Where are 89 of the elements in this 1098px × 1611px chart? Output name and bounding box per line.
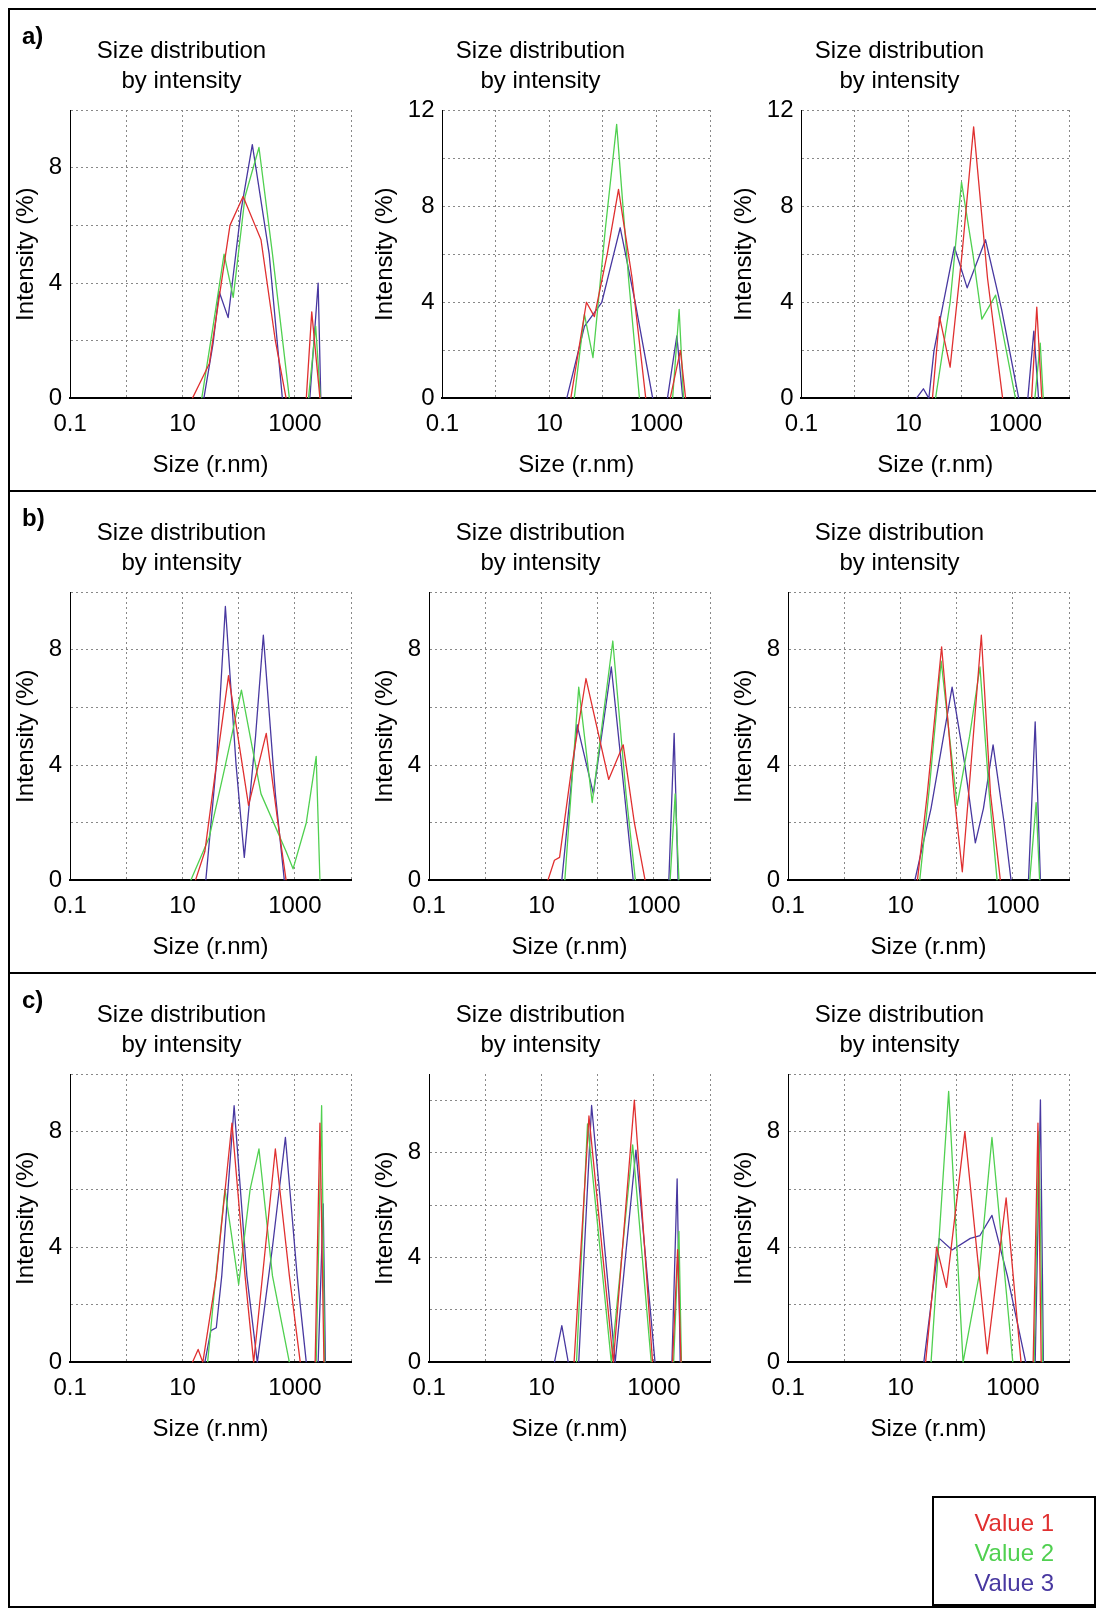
chart-title: Size distribution by intensity [814, 999, 985, 1057]
y-axis-title: Intensity (%) [729, 1151, 757, 1285]
x-axis-title: Size (r.nm) [152, 932, 269, 960]
x-tick-label: 0.1 [425, 409, 460, 437]
x-tick-label: 10 [536, 409, 563, 437]
x-axis-title: Size (r.nm) [518, 450, 635, 478]
y-tick-label: 0 [780, 383, 794, 411]
y-tick-label: 8 [766, 634, 781, 662]
y-axis-title: Intensity (%) [729, 669, 757, 803]
chart-title: Size distribution by intensity [455, 35, 626, 93]
y-axis-title: Intensity (%) [370, 187, 398, 321]
text: Value 2 [974, 1538, 1054, 1568]
x-axis-title: Size (r.nm) [870, 1414, 987, 1442]
x-axis-title: Size (r.nm) [511, 1414, 628, 1442]
y-axis-title: Intensity (%) [11, 1151, 39, 1285]
y-tick-label: 4 [766, 749, 781, 777]
y-tick-label: 8 [407, 1137, 422, 1165]
y-tick-label: 4 [766, 1231, 781, 1259]
y-tick-label: 0 [766, 1347, 781, 1375]
y-axis-title: Intensity (%) [729, 187, 757, 321]
chart-title: Size distribution by intensity [96, 35, 267, 93]
x-tick-label: 10 [169, 409, 196, 437]
x-axis-title: Size (r.nm) [152, 1414, 269, 1442]
x-tick-label: 1000 [986, 891, 1040, 919]
x-tick-label: 1000 [988, 409, 1043, 437]
x-tick-label: 10 [169, 891, 196, 919]
x-tick-label: 10 [528, 891, 555, 919]
chart-title: Size distribution by intensity [96, 999, 267, 1057]
y-tick-label: 0 [766, 865, 781, 893]
x-tick-label: 0.1 [53, 891, 87, 919]
x-tick-label: 0.1 [412, 891, 446, 919]
x-tick-label: 0.1 [771, 891, 805, 919]
x-tick-label: 1000 [986, 1373, 1040, 1401]
x-tick-label: 10 [895, 409, 922, 437]
y-tick-label: 0 [48, 383, 63, 411]
y-tick-label: 12 [766, 94, 794, 122]
y-tick-label: 4 [780, 286, 794, 314]
y-axis-title: Intensity (%) [370, 669, 398, 803]
y-tick-label: 12 [407, 94, 435, 122]
x-tick-label: 1000 [268, 1373, 322, 1401]
y-tick-label: 0 [421, 383, 435, 411]
text: b) [22, 504, 45, 532]
y-tick-label: 0 [407, 1347, 422, 1375]
y-tick-label: 4 [421, 286, 435, 314]
x-tick-label: 0.1 [53, 409, 87, 437]
x-tick-label: 10 [528, 1373, 555, 1401]
x-tick-label: 0.1 [53, 1373, 87, 1401]
chart-title: Size distribution by intensity [814, 517, 985, 575]
x-tick-label: 0.1 [771, 1373, 805, 1401]
y-tick-label: 8 [48, 152, 63, 180]
text: a) [22, 22, 44, 50]
text: c) [22, 986, 44, 1014]
x-tick-label: 1000 [627, 1373, 681, 1401]
x-tick-label: 1000 [627, 891, 681, 919]
chart-title: Size distribution by intensity [96, 517, 267, 575]
x-tick-label: 10 [169, 1373, 196, 1401]
y-tick-label: 4 [48, 749, 63, 777]
y-tick-label: 0 [48, 865, 63, 893]
x-tick-label: 10 [887, 1373, 914, 1401]
x-axis-title: Size (r.nm) [877, 450, 994, 478]
x-tick-label: 10 [887, 891, 914, 919]
y-tick-label: 8 [780, 190, 794, 218]
y-tick-label: 4 [48, 1231, 63, 1259]
y-axis-title: Intensity (%) [11, 669, 39, 803]
x-axis-title: Size (r.nm) [152, 450, 269, 478]
x-tick-label: 1000 [268, 891, 322, 919]
y-tick-label: 8 [407, 634, 422, 662]
x-tick-label: 1000 [268, 409, 322, 437]
y-axis-title: Intensity (%) [11, 187, 39, 321]
y-tick-label: 8 [421, 190, 435, 218]
y-axis-title: Intensity (%) [370, 1151, 398, 1285]
chart-title: Size distribution by intensity [814, 35, 985, 93]
y-tick-label: 4 [407, 749, 422, 777]
chart-title: Size distribution by intensity [455, 517, 626, 575]
x-tick-label: 0.1 [784, 409, 819, 437]
text: Value 1 [974, 1508, 1054, 1538]
x-axis-title: Size (r.nm) [870, 932, 987, 960]
text: Value 3 [974, 1568, 1054, 1598]
y-tick-label: 0 [48, 1347, 63, 1375]
y-tick-label: 0 [407, 865, 422, 893]
x-tick-label: 0.1 [412, 1373, 446, 1401]
y-tick-label: 8 [48, 634, 63, 662]
y-tick-label: 4 [407, 1242, 422, 1270]
x-axis-title: Size (r.nm) [511, 932, 628, 960]
y-tick-label: 4 [48, 267, 63, 295]
x-tick-label: 1000 [629, 409, 684, 437]
y-tick-label: 8 [48, 1116, 63, 1144]
chart-title: Size distribution by intensity [455, 999, 626, 1057]
y-tick-label: 8 [766, 1116, 781, 1144]
